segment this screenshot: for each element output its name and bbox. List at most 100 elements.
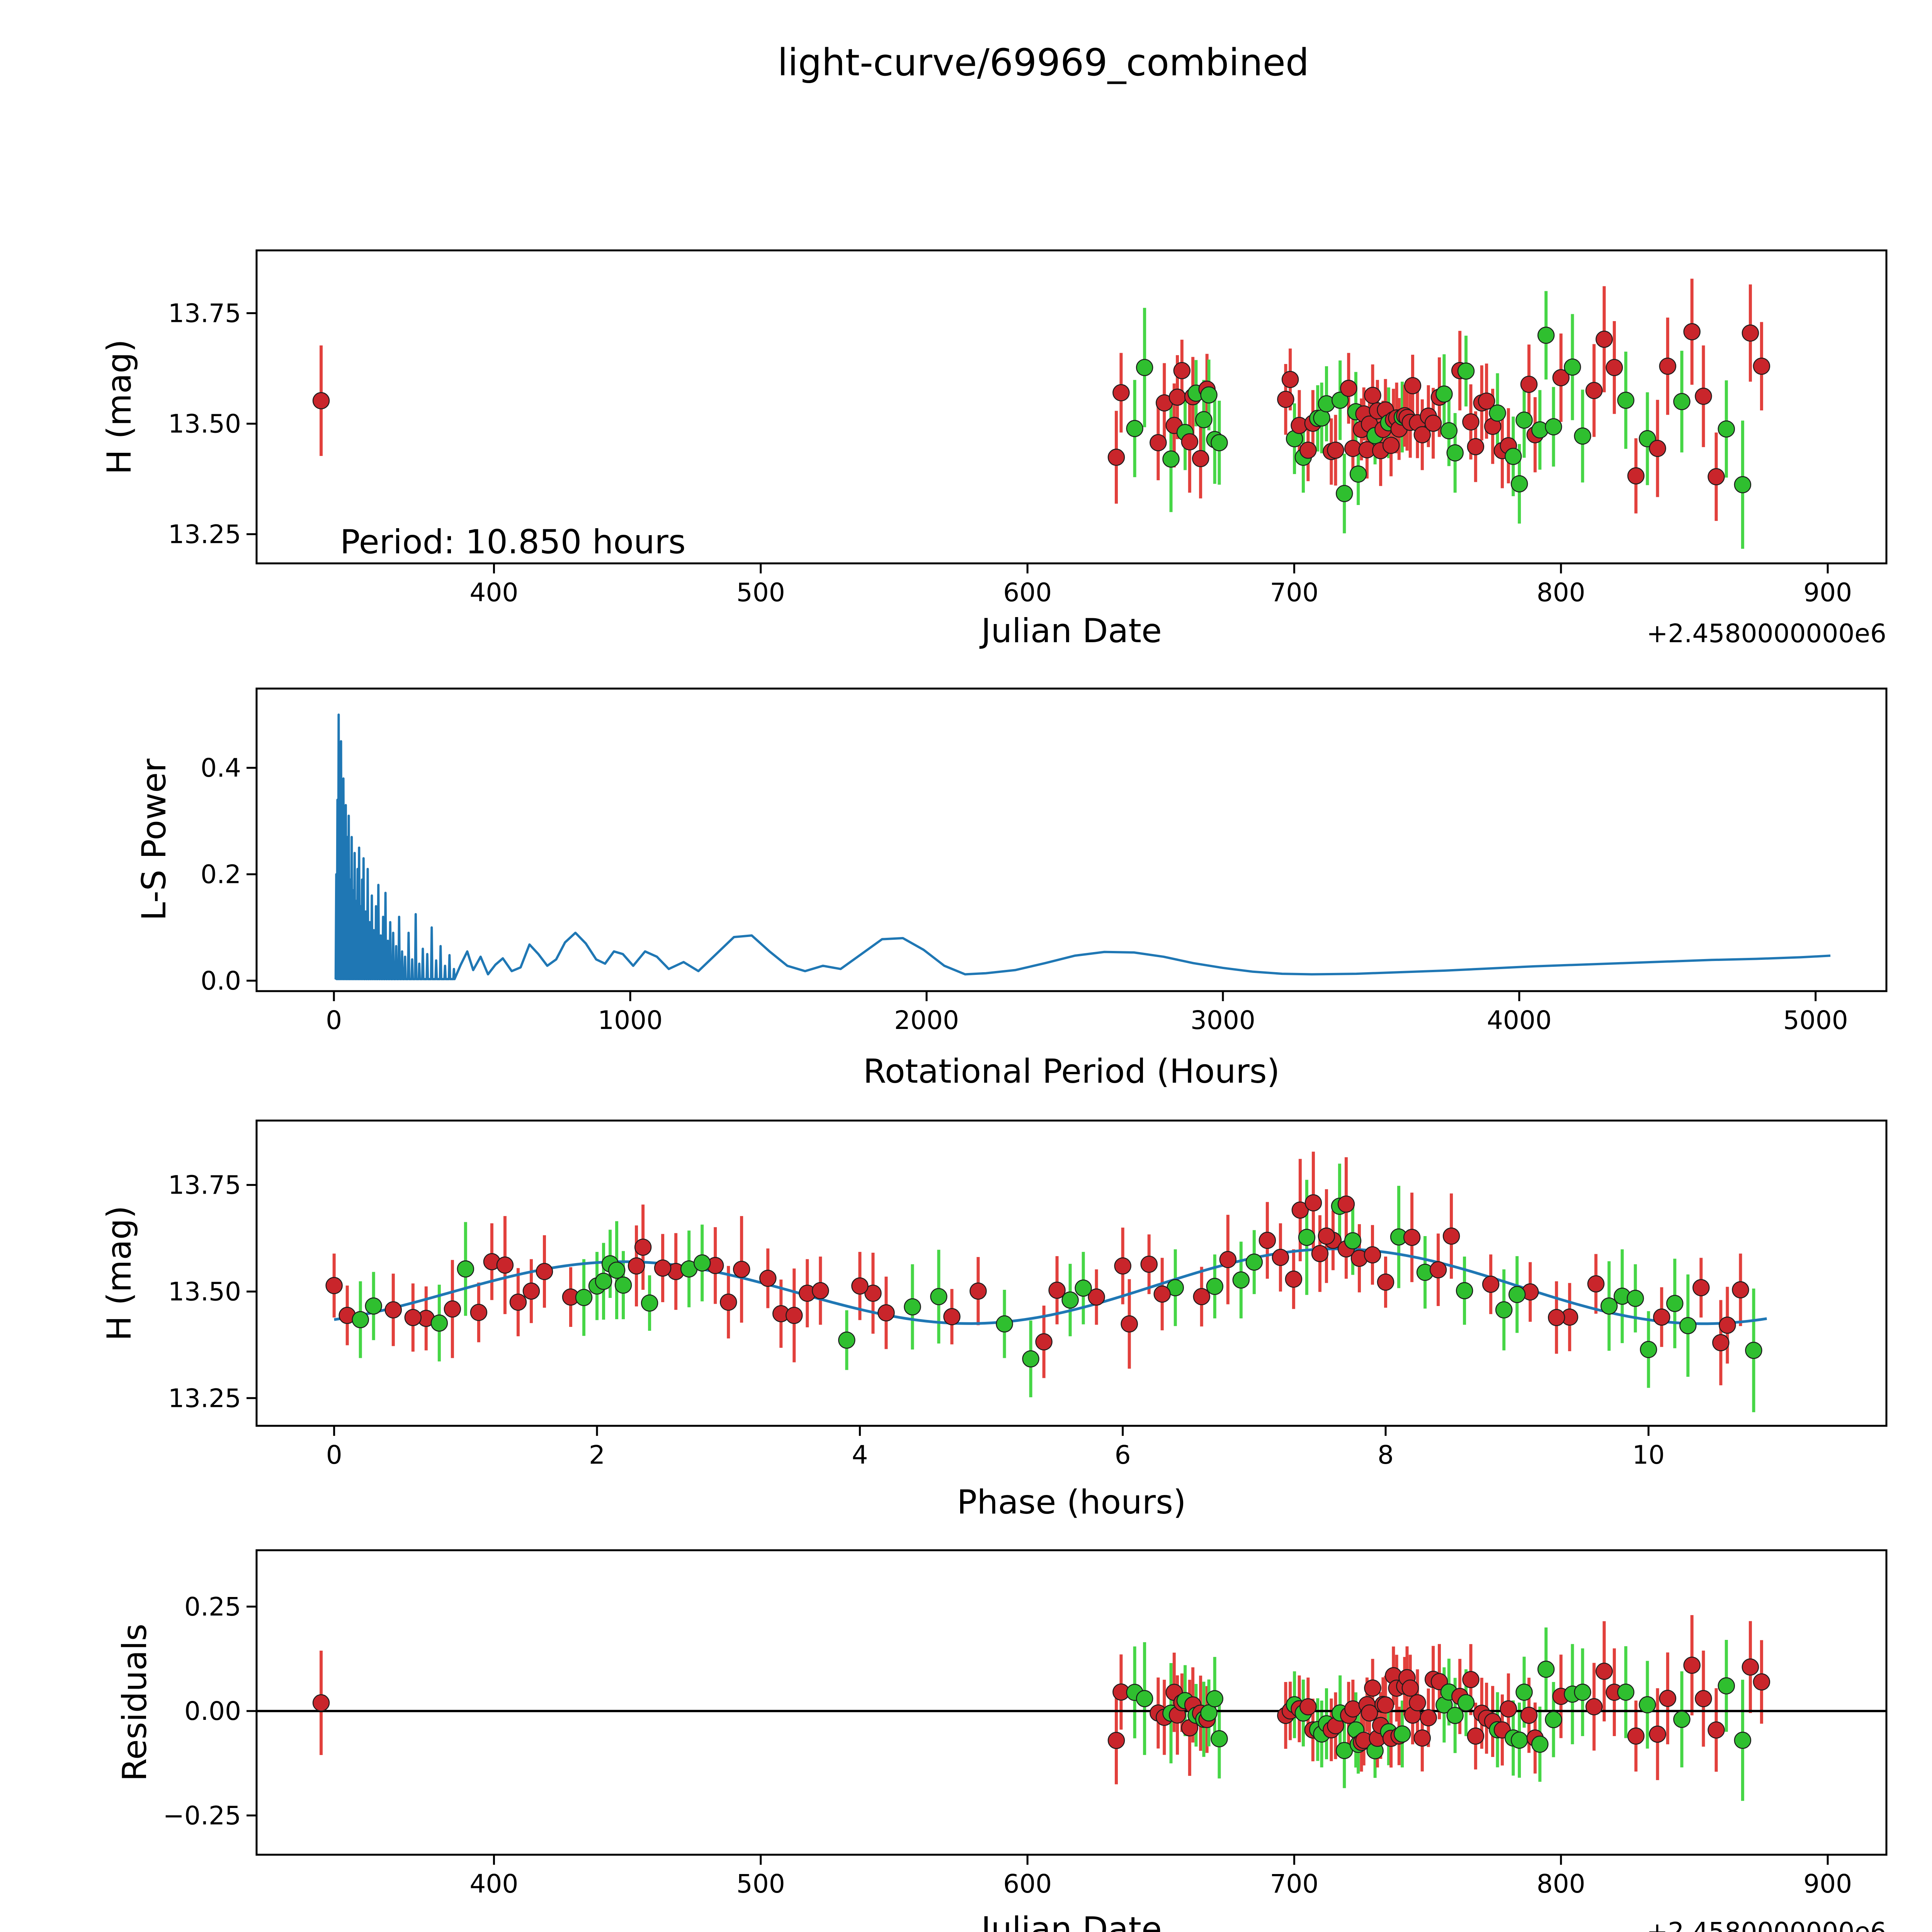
data-point	[1382, 437, 1400, 454]
x-tick-label: 800	[1537, 1869, 1585, 1899]
data-point	[1456, 1282, 1473, 1299]
data-point	[693, 1254, 711, 1272]
data-point	[1679, 1317, 1697, 1334]
data-point	[733, 1260, 750, 1278]
y-tick-label: 13.50	[168, 1277, 241, 1306]
data-point	[496, 1256, 514, 1274]
data-point	[1495, 1301, 1513, 1319]
data-point	[1364, 387, 1381, 404]
x-tick-label: 800	[1537, 578, 1585, 607]
x-tick-label: 0	[326, 1005, 342, 1035]
y-tick-label: 13.25	[168, 1383, 241, 1413]
data-point	[1403, 1229, 1421, 1246]
data-point	[1272, 1248, 1289, 1266]
data-point	[1409, 1694, 1426, 1711]
data-point	[1683, 323, 1701, 340]
data-point	[1361, 1704, 1378, 1722]
data-point	[1712, 1334, 1730, 1352]
data-point	[1508, 1286, 1526, 1303]
data-point	[1168, 388, 1186, 406]
data-point	[1281, 371, 1299, 388]
data-point	[595, 1272, 612, 1290]
x-tick-label: 2000	[894, 1005, 959, 1035]
data-point	[654, 1259, 672, 1277]
data-point	[614, 1276, 632, 1294]
data-point	[1150, 434, 1167, 451]
data-point	[969, 1282, 987, 1300]
data-point	[1627, 1727, 1645, 1745]
data-point	[1340, 379, 1357, 397]
panel4-x-axis-label: Julian Date	[979, 1910, 1162, 1932]
data-point	[1457, 362, 1475, 380]
data-point	[1429, 1261, 1447, 1279]
x-tick-label: 400	[469, 578, 518, 607]
data-point	[352, 1311, 369, 1328]
data-point	[1413, 1729, 1431, 1747]
data-point	[904, 1298, 921, 1316]
data-point	[1639, 1696, 1656, 1714]
axes-frame	[255, 1119, 1888, 1427]
panel2-y-axis-label: L-S Power	[135, 759, 173, 921]
data-point	[838, 1331, 855, 1349]
data-point	[1211, 434, 1228, 451]
data-point	[1552, 369, 1570, 386]
y-tick-label: 0.0	[201, 966, 241, 996]
data-point	[1467, 438, 1485, 456]
data-point	[1136, 1690, 1153, 1708]
data-point	[1035, 1333, 1053, 1350]
panel1-x-axis-offset-text: +2.4580000000e6	[1646, 619, 1886, 648]
data-point	[634, 1238, 652, 1256]
data-point	[1600, 1297, 1618, 1315]
data-point	[1219, 1251, 1237, 1268]
data-point	[1061, 1291, 1079, 1309]
data-point	[536, 1263, 553, 1280]
data-point	[1088, 1288, 1105, 1306]
axes-frame	[255, 249, 1888, 565]
x-tick-label: 4000	[1487, 1005, 1552, 1035]
x-tick-label: 2	[589, 1440, 605, 1470]
data-point	[312, 392, 330, 410]
data-point	[1259, 1231, 1276, 1249]
data-point	[1442, 1227, 1460, 1245]
data-point	[1335, 485, 1353, 502]
data-point	[1299, 441, 1317, 459]
y-tick-label: −0.25	[163, 1801, 241, 1830]
data-point	[1206, 1690, 1223, 1708]
data-point	[1364, 1246, 1381, 1264]
data-point	[1299, 1698, 1317, 1716]
data-point	[404, 1309, 422, 1326]
x-tick-label: 6	[1115, 1440, 1131, 1470]
x-tick-label: 900	[1803, 578, 1852, 607]
data-point	[457, 1260, 474, 1278]
x-tick-label: 600	[1003, 578, 1052, 607]
data-point	[1510, 1731, 1528, 1749]
data-point	[1545, 1711, 1562, 1728]
data-point	[1742, 324, 1759, 342]
data-point	[1126, 420, 1143, 437]
data-point	[1364, 1679, 1381, 1697]
y-tick-label: 0.00	[184, 1696, 241, 1726]
data-point	[1666, 1295, 1684, 1312]
periodogram-curve	[334, 713, 1831, 980]
data-point	[1742, 1658, 1759, 1676]
data-point	[1605, 359, 1623, 376]
data-point	[1107, 449, 1125, 466]
x-tick-label: 400	[469, 1869, 518, 1899]
panel1-y-axis-label: H (mag)	[100, 339, 139, 474]
data-point	[1515, 412, 1533, 429]
data-point	[1653, 1308, 1670, 1326]
data-point	[1683, 1656, 1701, 1674]
data-point	[1627, 467, 1645, 485]
data-point	[1401, 1679, 1419, 1697]
data-point	[1574, 1684, 1591, 1701]
x-tick-label: 10	[1632, 1440, 1665, 1470]
data-point	[1718, 420, 1735, 438]
data-point	[943, 1308, 961, 1325]
data-point	[1192, 450, 1209, 468]
data-point	[1708, 1721, 1725, 1739]
data-point	[1181, 433, 1199, 451]
data-point	[1420, 1709, 1437, 1726]
data-point	[1435, 385, 1453, 403]
